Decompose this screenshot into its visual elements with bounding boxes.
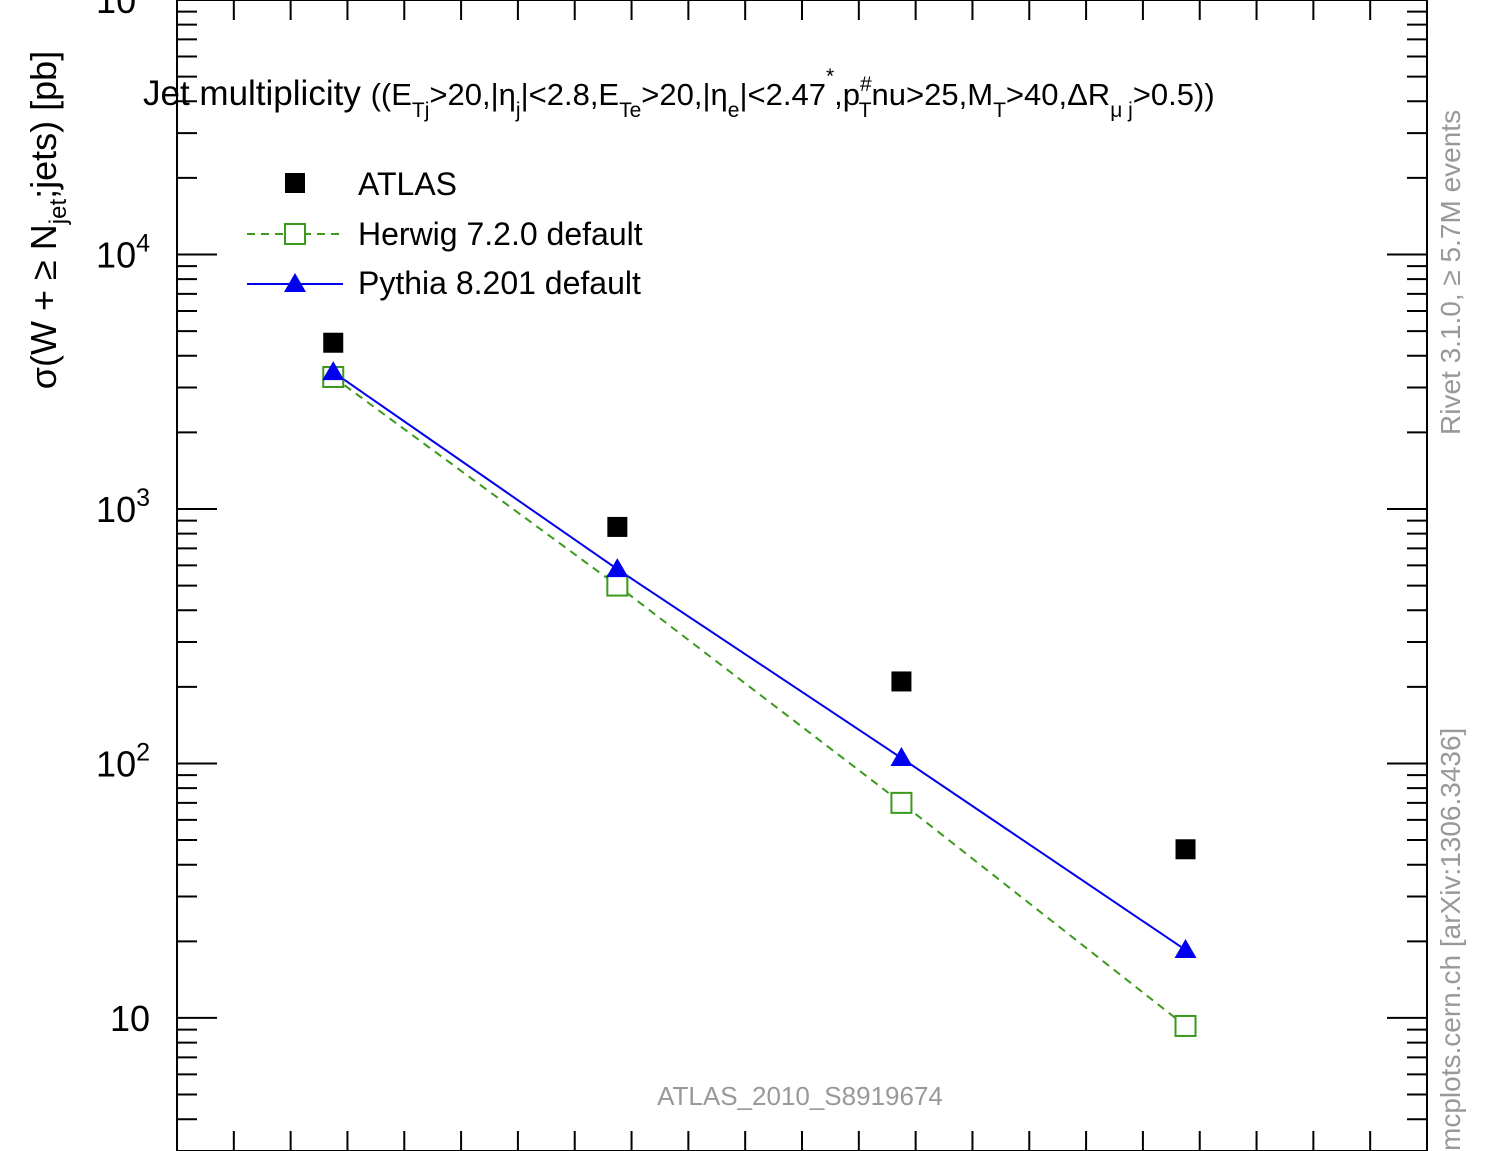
chart-title: Jet multiplicity ((ETj>20,|ηj|<2.8,ETe>2… [143,65,1215,122]
herwig-series-line [332,376,1187,1027]
herwig-point [1174,1014,1197,1037]
y-tick-label: 103 [96,484,150,530]
analysis-label: ATLAS_2010_S8919674 [657,1081,943,1111]
plot-frame [176,0,1428,1151]
chart-title-prefix: Jet multiplicity [143,74,361,113]
pythia-point [1174,938,1197,958]
y-axis-ticks [177,0,1427,1151]
y-tick-label-exponent: 5 [136,0,150,3]
side-label-mcplots: mcplots.cern.ch [arXiv:1306.3436] [1435,728,1466,1151]
y-tick-label: 105 [96,0,150,21]
y-tick-label-exponent: 4 [136,229,150,257]
y-axis-title-prefix: σ(W + ≥ N [23,224,64,389]
legend: ATLAS Herwig 7.2.0 default Pythia 8.201 … [247,166,643,301]
y-tick-label-exponent: 3 [136,484,150,512]
legend-marker-pythia [284,273,306,292]
y-tick-label: 104 [96,229,150,275]
pythia-series-line [332,371,1187,951]
y-tick-label: 10 [110,998,150,1039]
pythia-point [322,361,345,381]
legend-marker-atlas [285,173,305,193]
y-tick-label-base: 10 [110,998,150,1039]
herwig-point [890,791,913,814]
data-points [322,332,1197,1037]
atlas-point [891,671,912,692]
y-tick-label-base: 10 [96,0,136,21]
y-axis-tick-labels: 10102103104105 [96,0,150,1039]
legend-label-herwig: Herwig 7.2.0 default [358,216,643,252]
y-tick-label-exponent: 2 [136,738,150,766]
atlas-point [323,332,344,353]
legend-marker-herwig [284,223,306,245]
legend-label-pythia: Pythia 8.201 default [358,265,641,301]
y-tick-label: 102 [96,738,150,784]
y-axis-title-subscript: jet [45,199,72,226]
y-tick-label-base: 10 [96,234,136,275]
side-label-rivet: Rivet 3.1.0, ≥ 5.7M events [1435,110,1466,435]
atlas-point [1175,839,1196,860]
y-tick-label-base: 10 [96,489,136,530]
y-tick-label-base: 10 [96,743,136,784]
x-axis-ticks [176,0,1428,1151]
legend-label-atlas: ATLAS [358,166,457,202]
herwig-point [606,574,629,597]
pythia-point [890,747,913,767]
atlas-point [607,516,628,537]
y-axis-title-suffix: ;jets) [pb] [23,51,64,199]
pythia-point [606,558,629,578]
y-axis-title: σ(W + ≥ Njet;jets) [pb] [23,51,72,389]
